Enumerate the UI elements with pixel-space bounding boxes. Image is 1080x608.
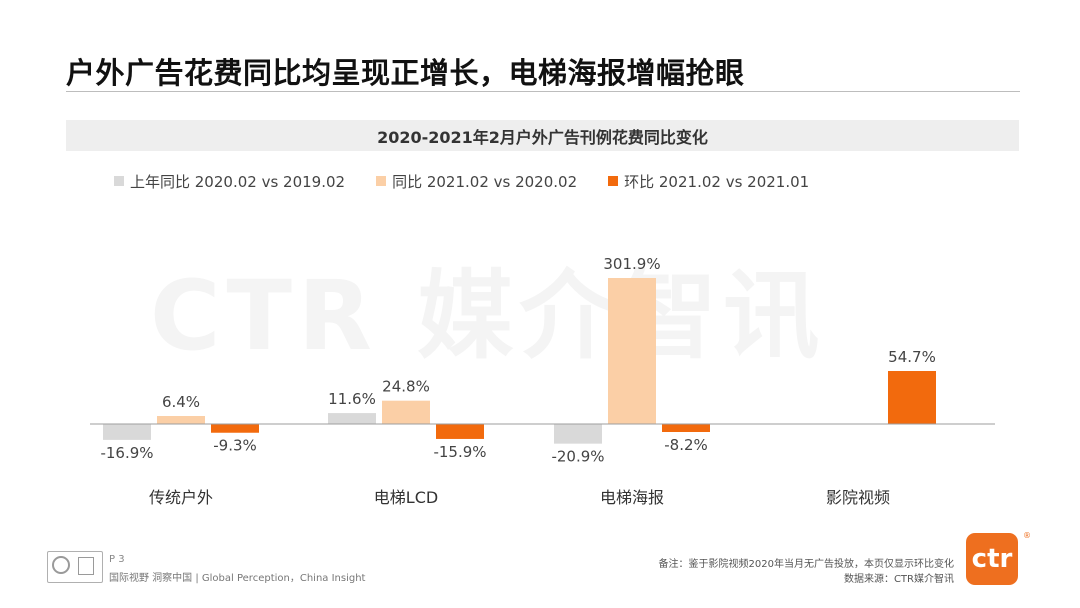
bar-1-0 [328,413,376,424]
title-divider [66,91,1020,92]
legend-item-mom: 环比 2021.02 vs 2021.01 [608,171,809,192]
data-label-0-1: 6.4% [162,393,200,411]
bar-0-2 [211,424,259,433]
footer-notes: 备注：鉴于影院视频2020年当月无广告投放，本页仅显示环比变化 数据来源：CTR… [659,557,954,587]
legend-swatch-prev-yoy [114,176,124,186]
data-label-0-2: -9.3% [213,437,257,455]
footer-note: 备注：鉴于影院视频2020年当月无广告投放，本页仅显示环比变化 [658,559,954,570]
certification-mark-icon [78,557,94,575]
legend-label-prev-yoy: 上年同比 2020.02 vs 2019.02 [130,172,346,191]
data-label-1-2: -15.9% [433,443,486,461]
legend-label-mom: 环比 2021.02 vs 2021.01 [624,172,810,191]
page-title: 户外广告花费同比均呈现正增长，电梯海报增幅抢眼 [66,56,745,90]
legend-item-prev-yoy: 上年同比 2020.02 vs 2019.02 [114,171,345,192]
category-label-1: 电梯LCD [374,488,438,507]
data-label-0-0: -16.9% [100,444,153,462]
legend-swatch-yoy [376,176,387,186]
data-label-3-2: 54.7% [888,348,936,366]
bar-2-1 [608,278,656,424]
category-label-0: 传统户外 [149,488,213,507]
legend-label-yoy: 同比 2021.02 vs 2020.02 [392,172,578,191]
category-label-2: 电梯海报 [600,488,664,507]
data-source: 数据来源：CTR媒介智讯 [843,574,954,585]
data-label-1-0: 11.6% [328,390,376,408]
data-label-2-0: -20.9% [551,448,604,466]
certification-logo [47,551,103,583]
category-label-3: 影院视频 [826,488,890,507]
bar-1-1 [382,400,430,424]
legend-item-yoy: 同比 2021.02 vs 2020.02 [376,171,577,192]
bar-3-2 [888,371,936,424]
certification-seal-icon [52,556,70,574]
bar-1-2 [436,424,484,439]
bar-2-0 [554,424,602,444]
data-label-2-2: -8.2% [664,436,708,454]
watermark: CTR 媒介智讯 [150,260,826,372]
chart-legend: 上年同比 2020.02 vs 2019.02 同比 2021.02 vs 20… [114,170,840,192]
page-number: P 3 [109,554,125,565]
data-label-2-1: 301.9% [603,255,660,273]
bar-0-0 [103,424,151,440]
legend-swatch-mom [608,176,619,186]
footer-tagline: 国际视野 洞察中国 | Global Perception，China Insi… [109,573,366,584]
bar-0-1 [157,416,205,424]
data-label-1-1: 24.8% [382,378,430,396]
bar-2-2 [662,424,710,432]
chart-title: 2020-2021年2月户外广告刊例花费同比变化 [66,120,1019,151]
registered-mark: ® [1023,531,1031,540]
ctr-logo: ctr [966,533,1018,585]
